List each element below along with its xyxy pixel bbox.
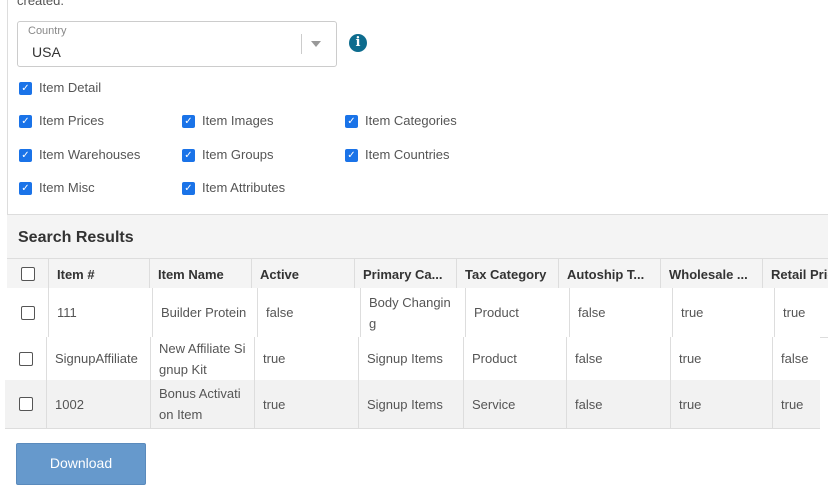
table-cell: New Affiliate Signup Kit	[150, 337, 254, 380]
column-header[interactable]: Item Name	[149, 259, 251, 289]
table-cell: false	[566, 337, 670, 380]
checkbox-item-prices[interactable]: ✓ Item Prices	[19, 113, 105, 129]
search-results-header: Search Results	[7, 214, 828, 259]
table-cell: Body Changing	[360, 288, 465, 337]
search-results-title: Search Results	[18, 229, 134, 246]
checkbox-label: Item Warehouses	[39, 147, 141, 162]
table-row: 1002 Bonus Activation Item true Signup Item…	[5, 380, 820, 429]
column-header[interactable]: Item #	[48, 259, 149, 289]
country-value: USA	[32, 44, 61, 60]
table-cell: 111	[48, 288, 152, 337]
checkbox-item-groups[interactable]: ✓ Item Groups	[182, 147, 274, 163]
checkbox-label: Item Misc	[39, 180, 95, 195]
checkbox-item-countries[interactable]: ✓ Item Countries	[345, 147, 450, 163]
column-header[interactable]: Wholesale ...	[660, 259, 762, 289]
checkbox-label: Item Groups	[202, 147, 274, 162]
table-cell: Builder Protein	[152, 288, 257, 337]
checkbox-item-attributes[interactable]: ✓ Item Attributes	[182, 180, 286, 196]
country-select[interactable]: Country USA	[17, 21, 337, 67]
checkbox-checked-icon[interactable]: ✓	[19, 182, 32, 196]
checkbox-label: Item Countries	[365, 147, 450, 162]
row-checkbox[interactable]	[18, 351, 33, 366]
download-button[interactable]: Download	[16, 443, 146, 485]
table-cell: true	[772, 380, 820, 428]
intro-text: created.	[17, 0, 64, 8]
info-circle-icon[interactable]: i	[349, 34, 367, 52]
checkbox-checked-icon[interactable]: ✓	[19, 82, 32, 96]
table-cell: true	[670, 380, 772, 428]
table-cell: Signup Items	[358, 337, 463, 380]
table-cell: true	[254, 380, 358, 428]
column-header[interactable]: Autoship T...	[558, 259, 660, 289]
table-row: SignupAffiliate New Affiliate Signup Kit t…	[5, 337, 820, 381]
table-cell: 1002	[46, 380, 150, 428]
checkbox-checked-icon[interactable]: ✓	[19, 115, 32, 129]
country-label: Country	[28, 25, 67, 37]
checkbox-label: Item Images	[202, 113, 274, 128]
chevron-down-icon[interactable]	[311, 41, 321, 47]
checkbox-item-categories[interactable]: ✓ Item Categories	[345, 113, 457, 129]
select-separator	[301, 34, 302, 54]
table-cell: false	[566, 380, 670, 428]
table-cell: true	[670, 337, 772, 380]
row-checkbox[interactable]	[20, 305, 35, 320]
table-header-row: Item # Item Name Active Primary Ca... Tax Ca…	[7, 258, 828, 290]
table-cell: false	[772, 337, 820, 380]
checkbox-checked-icon[interactable]: ✓	[19, 149, 32, 163]
select-all-checkbox[interactable]	[20, 267, 35, 281]
checkbox-checked-icon[interactable]: ✓	[182, 115, 195, 129]
table-cell: Service	[463, 380, 566, 428]
column-header[interactable]: Active	[251, 259, 354, 289]
table-cell: false	[257, 288, 360, 337]
checkbox-item-warehouses[interactable]: ✓ Item Warehouses	[19, 147, 141, 163]
checkbox-checked-icon[interactable]: ✓	[345, 149, 358, 163]
row-checkbox[interactable]	[18, 397, 33, 411]
table-cell: Bonus Activation Item	[150, 380, 254, 428]
column-header[interactable]: Retail Pric	[762, 259, 828, 289]
left-border	[7, 0, 8, 214]
table-cell: Product	[463, 337, 566, 380]
checkbox-item-detail[interactable]: ✓ Item Detail	[19, 80, 102, 96]
checkbox-label: Item Attributes	[202, 180, 286, 195]
checkbox-item-images[interactable]: ✓ Item Images	[182, 113, 274, 129]
checkbox-label: Item Prices	[39, 113, 105, 128]
table-cell: SignupAffiliate	[46, 337, 150, 380]
table-row: 111 Builder Protein false Body Changing Prod…	[7, 288, 828, 338]
table-cell: Signup Items	[358, 380, 463, 428]
table-cell: false	[569, 288, 672, 337]
checkbox-label: Item Categories	[365, 113, 457, 128]
checkbox-checked-icon[interactable]: ✓	[182, 149, 195, 163]
column-header[interactable]: Primary Ca...	[354, 259, 456, 289]
table-cell: true	[254, 337, 358, 380]
column-header[interactable]: Tax Category	[456, 259, 558, 289]
table-cell: true	[672, 288, 774, 337]
table-cell: Product	[465, 288, 569, 337]
checkbox-checked-icon[interactable]: ✓	[182, 182, 195, 196]
checkbox-label: Item Detail	[39, 80, 102, 95]
checkbox-item-misc[interactable]: ✓ Item Misc	[19, 180, 95, 196]
checkbox-checked-icon[interactable]: ✓	[345, 115, 358, 129]
table-cell: true	[774, 288, 828, 337]
